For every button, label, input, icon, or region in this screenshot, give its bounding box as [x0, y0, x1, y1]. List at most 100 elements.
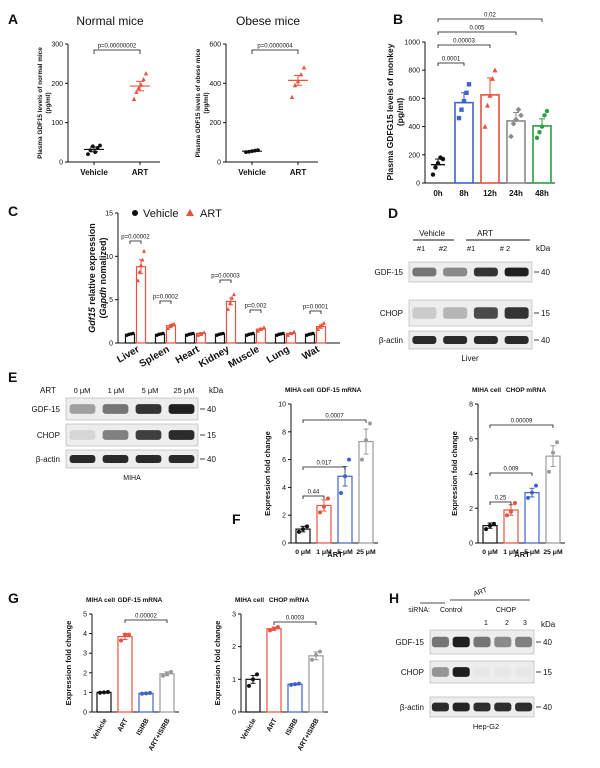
panel-f-chop-data-point — [513, 501, 517, 506]
panel-d-lane-label: #1 — [417, 244, 425, 253]
panel-b-data-point — [539, 124, 545, 129]
panel-a-obese-x-tick-label: Vehicle — [238, 168, 266, 177]
panel-g-gdf15-cell-label: MIHA cell — [86, 597, 115, 604]
panel-f-chop-bar — [524, 492, 540, 544]
panel-c-art-data-point — [230, 295, 234, 300]
panel-h-caption: Hep-G2 — [473, 722, 499, 731]
panel-c-bracket — [159, 300, 172, 304]
panel-a-obese-y-unit: (pg/ml) — [203, 92, 210, 113]
panel-f-gdf15-y-tick-label: 6 — [282, 457, 286, 464]
panel-c-art-data-point — [202, 330, 206, 335]
panel-b-data-point — [492, 67, 498, 73]
panel-a-normal-pvalue: p=0.00000002 — [98, 44, 137, 50]
panel-e-blot-0-strip — [65, 397, 199, 421]
panel-e-marker-label: 40 — [207, 455, 216, 464]
panel-g-gdf15-data-point — [127, 632, 131, 637]
panel-b-bar — [480, 94, 500, 184]
panel-f-gdf15-data-point — [305, 524, 309, 529]
panel-f-chop-data-point — [484, 527, 488, 532]
panel-h-blot-1-band — [494, 667, 512, 677]
panel-d-kda-label: kDa — [536, 244, 551, 253]
panel-d-blot-1-band — [412, 307, 437, 319]
panel-f-gdf15-data-point — [360, 457, 364, 462]
panel-h-blot-2-band — [431, 702, 449, 712]
panel-b-data-point — [435, 161, 441, 166]
panel-a-normal-data-point — [98, 143, 102, 148]
panel-a-obese-data-point — [295, 78, 301, 84]
panel-e-blot-0-band — [102, 404, 129, 414]
panel-c-art-data-point — [226, 307, 230, 311]
panel-e-blot-2-band — [102, 455, 129, 463]
panel-d-blot-2-band — [412, 336, 437, 344]
panel-c-vehicle-data-point — [161, 331, 165, 336]
panel-a-normal-y-tick-label: 200 — [51, 81, 63, 88]
panel-c-art-data-point — [139, 262, 143, 267]
panel-d-row-label: GDF-15 — [375, 268, 404, 277]
panel-h-blot-2-band — [515, 702, 533, 712]
panel-a-normal-x-tick-label: Vehicle — [80, 168, 108, 177]
panel-a-obese-y-tick-label: 200 — [209, 120, 221, 127]
panel-h-blot-0-band — [494, 636, 512, 648]
panel-f-gdf15-bracket — [302, 495, 325, 499]
panel-e-marker-label: 15 — [207, 431, 216, 440]
panel-g-chop-x-tick-label: Vehicle — [240, 717, 258, 741]
panel-h-kda-label: kDa — [541, 620, 556, 629]
panel-g-chop-y-label: Expression fold change — [213, 621, 222, 706]
panel-a-normal-data-point — [139, 82, 144, 87]
panel-f-chop-x-tick-label: 25 μM — [543, 549, 563, 556]
panel-a-obese-data-point — [301, 65, 307, 70]
panel-g-chop-y-tick-label: 0 — [232, 710, 236, 717]
panel-g-chop-bracket — [273, 621, 317, 625]
panel-f-chop-data-point — [534, 483, 538, 488]
panel-c-legend-marker — [186, 209, 194, 216]
panel-c-y-tick-label: 0 — [109, 341, 113, 348]
panel-c-y-label: Gdf15 relative expression — [87, 223, 97, 333]
panel-b-data-point — [513, 116, 519, 123]
panel-c-pvalue: p=0.0002 — [153, 295, 179, 301]
panel-h-blot-2-band — [473, 702, 491, 712]
panel-f-chop-x-label: ART — [514, 550, 530, 559]
panel-f-gdf15-data-point — [339, 490, 343, 495]
panel-g-gdf15-title: GDF-15 mRNA — [118, 597, 163, 604]
panel-g-gdf15-bar — [159, 673, 175, 713]
panel-b-y-tick-label: 800 — [408, 68, 420, 75]
panel-f-gdf15-x-tick-label: 5 μM — [337, 549, 353, 556]
panel-a-normal-data-point — [88, 148, 93, 153]
panel-h-row-label: CHOP — [401, 668, 424, 677]
panel-e-blot-1-strip — [65, 423, 199, 447]
panel-letter: D — [388, 205, 398, 221]
panel-c-art-data-point — [316, 326, 320, 331]
panel-d-caption: Liver — [461, 354, 479, 363]
panel-h-row-label: GDF-15 — [396, 638, 425, 647]
panel-f-gdf15-pvalue: 0.44 — [308, 490, 320, 496]
panel-f-chop-pvalue: 0.25 — [495, 496, 507, 502]
panel-e-blot-2-band — [135, 455, 162, 463]
panel-d-blot-2-band — [473, 336, 498, 344]
panel-a-obese-data-point — [292, 82, 298, 88]
panel-e-blot-0-band — [168, 404, 195, 414]
panel-f-gdf15-pvalue: 0.017 — [316, 461, 332, 467]
panel-h-treatment-label: ART — [473, 587, 489, 599]
panel-g-chop-x-tick-label: ISIRB — [285, 717, 300, 736]
panel-g-gdf15-data-point — [161, 673, 165, 678]
panel-b-data-point — [510, 120, 517, 127]
panel-c-pvalue: p=0.00003 — [211, 274, 240, 280]
panel-b-data-point — [466, 82, 472, 87]
panel-b-data-point — [534, 135, 540, 141]
panel-f-chop-x-tick-label: 0 μM — [482, 549, 498, 556]
panel-c-y-tick-label: 10 — [105, 254, 113, 261]
panel-f-chop-y-tick-label: 0 — [469, 541, 473, 548]
panel-g-chop-data-point — [310, 657, 314, 662]
panel-f-gdf15-x-label: ART — [327, 550, 343, 559]
panel-f-chop-y-tick-label: 4 — [469, 471, 473, 478]
panel-a-obese-y-tick-label: 600 — [209, 42, 221, 49]
panel-g-chop-title: CHOP mRNA — [269, 597, 310, 604]
panel-e-blot-0-band — [135, 404, 162, 414]
panel-h-blot-1-band — [515, 667, 533, 677]
panel-e-lane-label: 1 μM — [108, 386, 125, 395]
panel-g-chop-y-tick-label: 1 — [232, 677, 236, 684]
panel-b-data-point — [544, 108, 550, 114]
panel-a-obese-data-point — [298, 72, 304, 77]
panel-c-art-data-point — [137, 269, 142, 274]
panel-b-x-tick-label: 0h — [433, 189, 442, 198]
